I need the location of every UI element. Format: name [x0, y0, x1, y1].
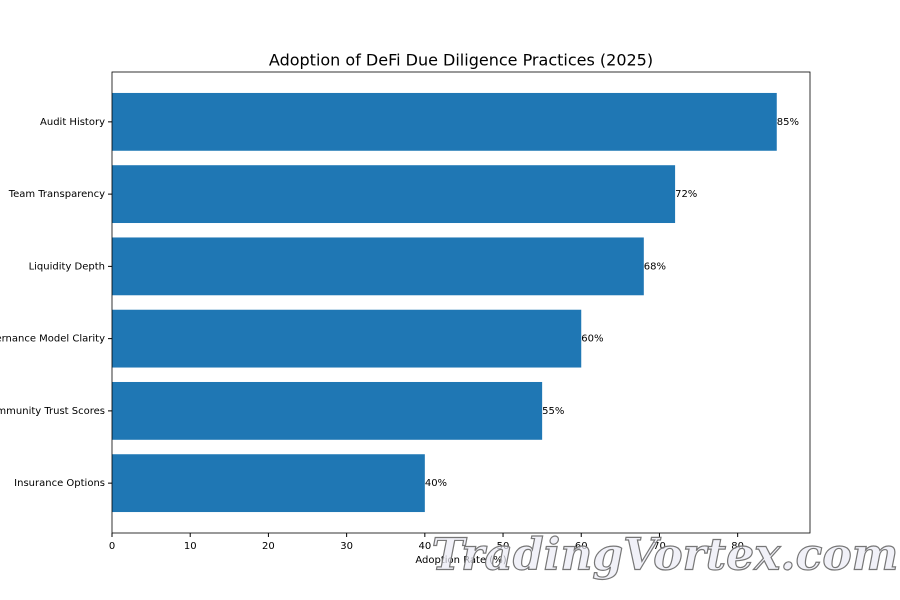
- y-tick-label: Audit History: [40, 117, 105, 128]
- x-tick-label: 50: [497, 541, 510, 552]
- chart-title: Adoption of DeFi Due Diligence Practices…: [269, 51, 653, 70]
- y-tick-label: Governance Model Clarity: [0, 334, 105, 345]
- value-label: 68%: [644, 261, 666, 272]
- plot-frame: [111, 71, 811, 534]
- bar: [112, 454, 425, 513]
- x-tick-label: 0: [109, 541, 115, 552]
- x-tick-label: 40: [418, 541, 431, 552]
- bar: [112, 165, 676, 224]
- value-label: 55%: [542, 406, 564, 417]
- x-tick-label: 20: [262, 541, 275, 552]
- x-tick-label: 80: [731, 541, 744, 552]
- value-label: 40%: [425, 478, 447, 489]
- x-tick-label: 30: [340, 541, 353, 552]
- bar: [112, 237, 644, 296]
- bar: [112, 309, 582, 368]
- value-label: 85%: [777, 117, 799, 128]
- value-label: 72%: [675, 189, 697, 200]
- bar: [112, 381, 543, 440]
- x-tick-label: 10: [184, 541, 197, 552]
- x-axis-label: Adoption Rate (%): [415, 555, 506, 566]
- y-tick-label: Community Trust Scores: [0, 406, 105, 417]
- value-label: 60%: [581, 334, 603, 345]
- bar: [112, 92, 777, 151]
- watermark: TradingVortex.com: [432, 530, 899, 581]
- y-tick-label: Insurance Options: [14, 478, 105, 489]
- y-tick-label: Team Transparency: [8, 189, 105, 200]
- y-tick-label: Liquidity Depth: [29, 261, 105, 272]
- x-tick-label: 60: [575, 541, 588, 552]
- x-tick-label: 70: [653, 541, 666, 552]
